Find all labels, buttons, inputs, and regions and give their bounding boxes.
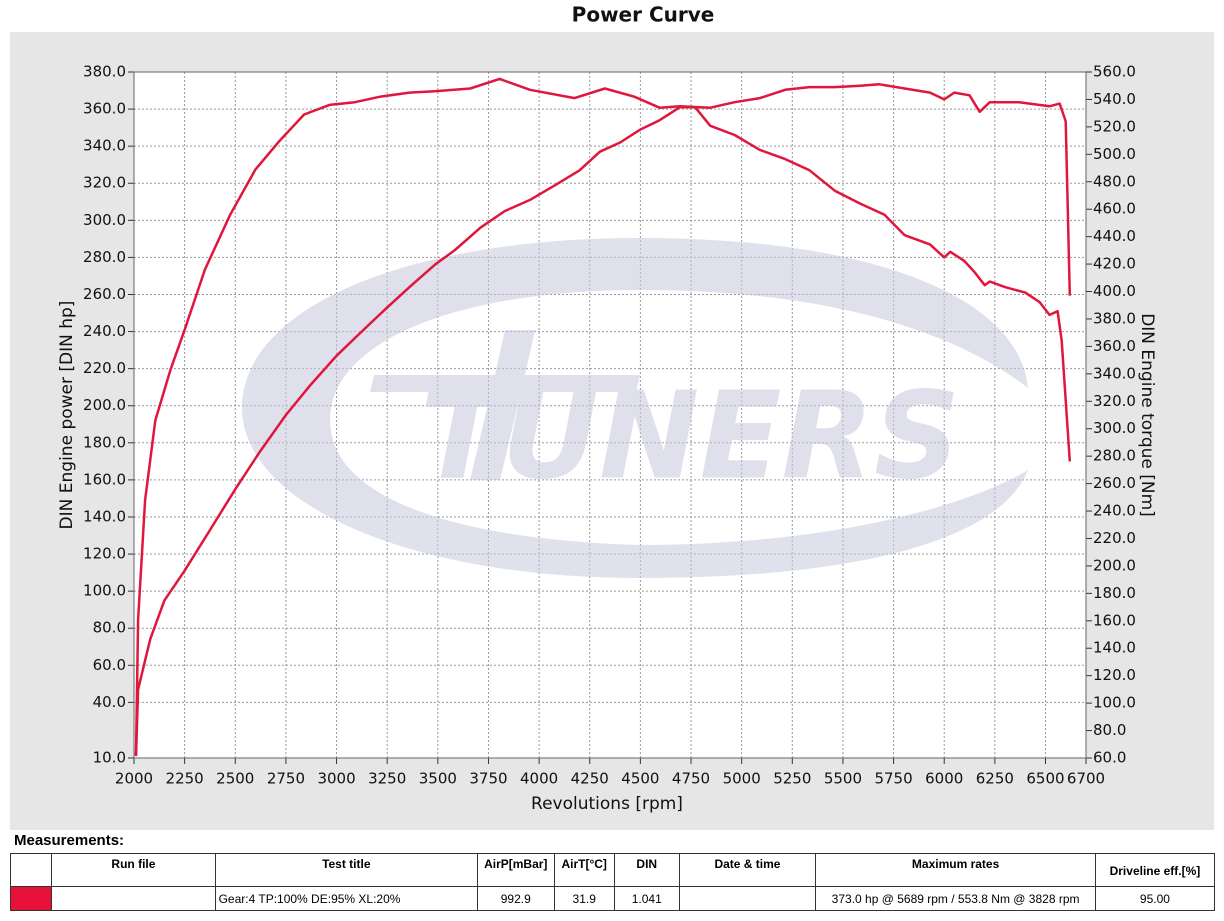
y-tick-label: 280.0 xyxy=(83,248,126,266)
y2-tick-label: 400.0 xyxy=(1093,282,1136,300)
y-tick-label: 120.0 xyxy=(83,545,126,563)
y2-tick-label: 540.0 xyxy=(1093,90,1136,108)
x-tick-label: 4750 xyxy=(672,770,710,788)
y2-tick-label: 140.0 xyxy=(1093,639,1136,657)
x-tick-label: 2000 xyxy=(115,770,153,788)
y2-tick-label: 320.0 xyxy=(1093,392,1136,410)
y2-tick-label: 520.0 xyxy=(1093,117,1136,135)
header-cell: Driveline eff.[%] xyxy=(1094,853,1216,887)
x-tick-label: 2500 xyxy=(216,770,254,788)
header-cell: DIN xyxy=(613,853,680,887)
y-tick-label: 10.0 xyxy=(93,749,126,767)
x-tick-label: 2750 xyxy=(267,770,305,788)
y-tick-label: 180.0 xyxy=(83,433,126,451)
y-tick-label: 300.0 xyxy=(83,211,126,229)
x-tick-label: 6000 xyxy=(925,770,963,788)
header-cell xyxy=(9,853,53,887)
y-tick-label: 200.0 xyxy=(83,396,126,414)
y2-tick-label: 220.0 xyxy=(1093,529,1136,547)
measurements-table: Run file Test title AirP[mBar] AirT[°C] DIN D… xyxy=(9,853,1216,911)
x-tick-label: 2250 xyxy=(166,770,204,788)
color-swatch xyxy=(9,886,53,911)
x-tick-label: 3500 xyxy=(419,770,457,788)
data-cell: Gear:4 TP:100% DE:95% XL:20% xyxy=(214,886,479,911)
data-cell: 1.041 xyxy=(613,886,680,911)
data-cell: 95.00 xyxy=(1094,886,1216,911)
y-tick-label: 80.0 xyxy=(93,619,126,637)
y2-axis-label: DIN Engine torque [Nm] xyxy=(1137,313,1157,517)
x-tick-label: 4500 xyxy=(621,770,659,788)
x-tick-label: 5000 xyxy=(723,770,761,788)
y-tick-label: 340.0 xyxy=(83,137,126,155)
x-tick-label: 4000 xyxy=(520,770,558,788)
y-tick-label: 380.0 xyxy=(83,63,126,81)
y-tick-label: 320.0 xyxy=(83,174,126,192)
y2-tick-label: 340.0 xyxy=(1093,364,1136,382)
data-cell: 31.9 xyxy=(553,886,615,911)
chart: TUNERS Power Curve Revolutions [rpm] DIN… xyxy=(10,3,1214,830)
watermark-cross xyxy=(370,330,640,480)
x-tick-label: 5250 xyxy=(773,770,811,788)
y2-tick-label: 280.0 xyxy=(1093,447,1136,465)
data-cell: 373.0 hp @ 5689 rpm / 553.8 Nm @ 3828 rp… xyxy=(815,886,1096,911)
y-tick-label: 100.0 xyxy=(83,582,126,600)
header-cell: Maximum rates xyxy=(815,853,1096,887)
y2-tick-label: 360.0 xyxy=(1093,337,1136,355)
y-tick-label: 40.0 xyxy=(93,693,126,711)
y2-tick-label: 240.0 xyxy=(1093,502,1136,520)
y2-tick-label: 120.0 xyxy=(1093,666,1136,684)
y2-tick-label: 380.0 xyxy=(1093,309,1136,327)
x-tick-label: 6500 xyxy=(1026,770,1064,788)
header-cell: Run file xyxy=(51,853,216,887)
x-axis-label: Revolutions [rpm] xyxy=(531,794,683,814)
x-tick-label: 3750 xyxy=(469,770,507,788)
x-tick-label: 6700 xyxy=(1067,770,1105,788)
x-tick-label: 6250 xyxy=(976,770,1014,788)
x-tick-label: 3250 xyxy=(368,770,406,788)
x-tick-label: 5750 xyxy=(874,770,912,788)
header-cell: Date & time xyxy=(678,853,817,887)
y2-tick-label: 200.0 xyxy=(1093,556,1136,574)
header-cell: Test title xyxy=(214,853,479,887)
line-series xyxy=(134,77,1072,756)
data-cell xyxy=(51,886,216,911)
y-tick-label: 240.0 xyxy=(83,322,126,340)
y2-tick-label: 560.0 xyxy=(1093,63,1136,81)
y2-tick-label: 500.0 xyxy=(1093,145,1136,163)
plot-border xyxy=(133,71,1087,759)
y2-tick-label: 60.0 xyxy=(1093,749,1126,767)
y-tick-label: 360.0 xyxy=(83,100,126,118)
data-cell: 992.9 xyxy=(477,886,555,911)
y2-tick-label: 300.0 xyxy=(1093,419,1136,437)
header-cell: AirP[mBar] xyxy=(477,853,555,887)
y-axis-label: DIN Engine power [DIN hp] xyxy=(57,301,77,530)
y2-tick-label: 180.0 xyxy=(1093,584,1136,602)
x-tick-label: 3000 xyxy=(317,770,355,788)
data-row: Gear:4 TP:100% DE:95% XL:20% 992.9 31.9 1.0… xyxy=(9,886,1216,911)
chart-title: Power Curve xyxy=(572,3,715,27)
y-tick-label: 220.0 xyxy=(83,359,126,377)
y-tick-label: 260.0 xyxy=(83,285,126,303)
header-cell: AirT[°C] xyxy=(553,853,615,887)
y2-tick-label: 100.0 xyxy=(1093,694,1136,712)
y2-tick-label: 420.0 xyxy=(1093,255,1136,273)
measurements-title: Measurements: xyxy=(14,832,125,849)
x-tick-label: 4250 xyxy=(571,770,609,788)
y2-tick-label: 440.0 xyxy=(1093,227,1136,245)
y2-tick-label: 260.0 xyxy=(1093,474,1136,492)
y-tick-label: 60.0 xyxy=(93,656,126,674)
data-cell xyxy=(678,886,817,911)
y2-tick-label: 460.0 xyxy=(1093,200,1136,218)
watermark: TUNERS xyxy=(242,238,1028,578)
y-tick-label: 140.0 xyxy=(83,507,126,525)
y2-tick-label: 160.0 xyxy=(1093,611,1136,629)
header-row: Run file Test title AirP[mBar] AirT[°C] DIN D… xyxy=(9,853,1216,887)
y2-tick-label: 480.0 xyxy=(1093,172,1136,190)
line-series xyxy=(134,105,1072,757)
watermark-text: TUNERS xyxy=(420,368,961,507)
y-tick-label: 160.0 xyxy=(83,470,126,488)
x-tick-label: 5500 xyxy=(824,770,862,788)
y2-tick-label: 80.0 xyxy=(1093,721,1126,739)
